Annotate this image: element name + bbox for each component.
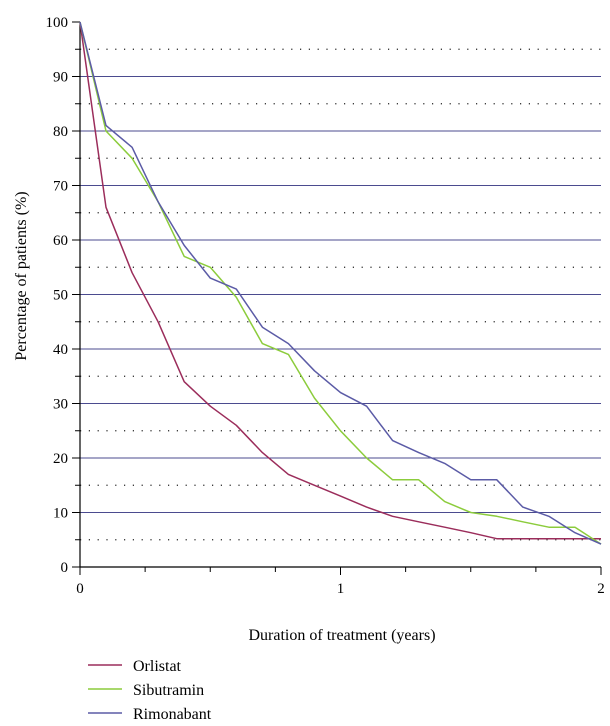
x-axis-title: Duration of treatment (years) [248,627,435,644]
legend: Orlistat Sibutramin Rimonabant [88,658,212,723]
y-tick-label: 20 [53,451,68,467]
x-tick-label: 2 [597,581,605,597]
series-line-rimonabant [79,21,602,545]
y-tick-label: 70 [53,179,68,195]
y-tick-label: 30 [53,397,68,413]
series-line-sibutramin [79,21,602,545]
y-tick-label: 60 [53,233,68,249]
axis-ticks: 0 10 20 30 40 50 60 70 80 90 100 0 1 2 [46,15,605,597]
legend-label-rimonabant: Rimonabant [133,706,212,723]
y-tick-label: 0 [61,560,69,576]
grid [80,48,601,541]
y-axis-title: Percentage of patients (%) [13,191,30,360]
y-tick-label: 40 [53,342,68,358]
series-line-orlistat [79,21,601,540]
legend-label-sibutramin: Sibutramin [133,682,204,699]
y-tick-label: 100 [46,15,69,31]
series-lines [79,21,602,545]
y-tick-label: 90 [53,70,68,86]
legend-label-orlistat: Orlistat [133,658,182,675]
x-tick-label: 0 [76,581,84,597]
y-tick-label: 10 [53,506,68,522]
y-tick-label: 50 [53,288,68,304]
y-tick-label: 80 [53,124,68,140]
x-tick-label: 1 [337,581,345,597]
